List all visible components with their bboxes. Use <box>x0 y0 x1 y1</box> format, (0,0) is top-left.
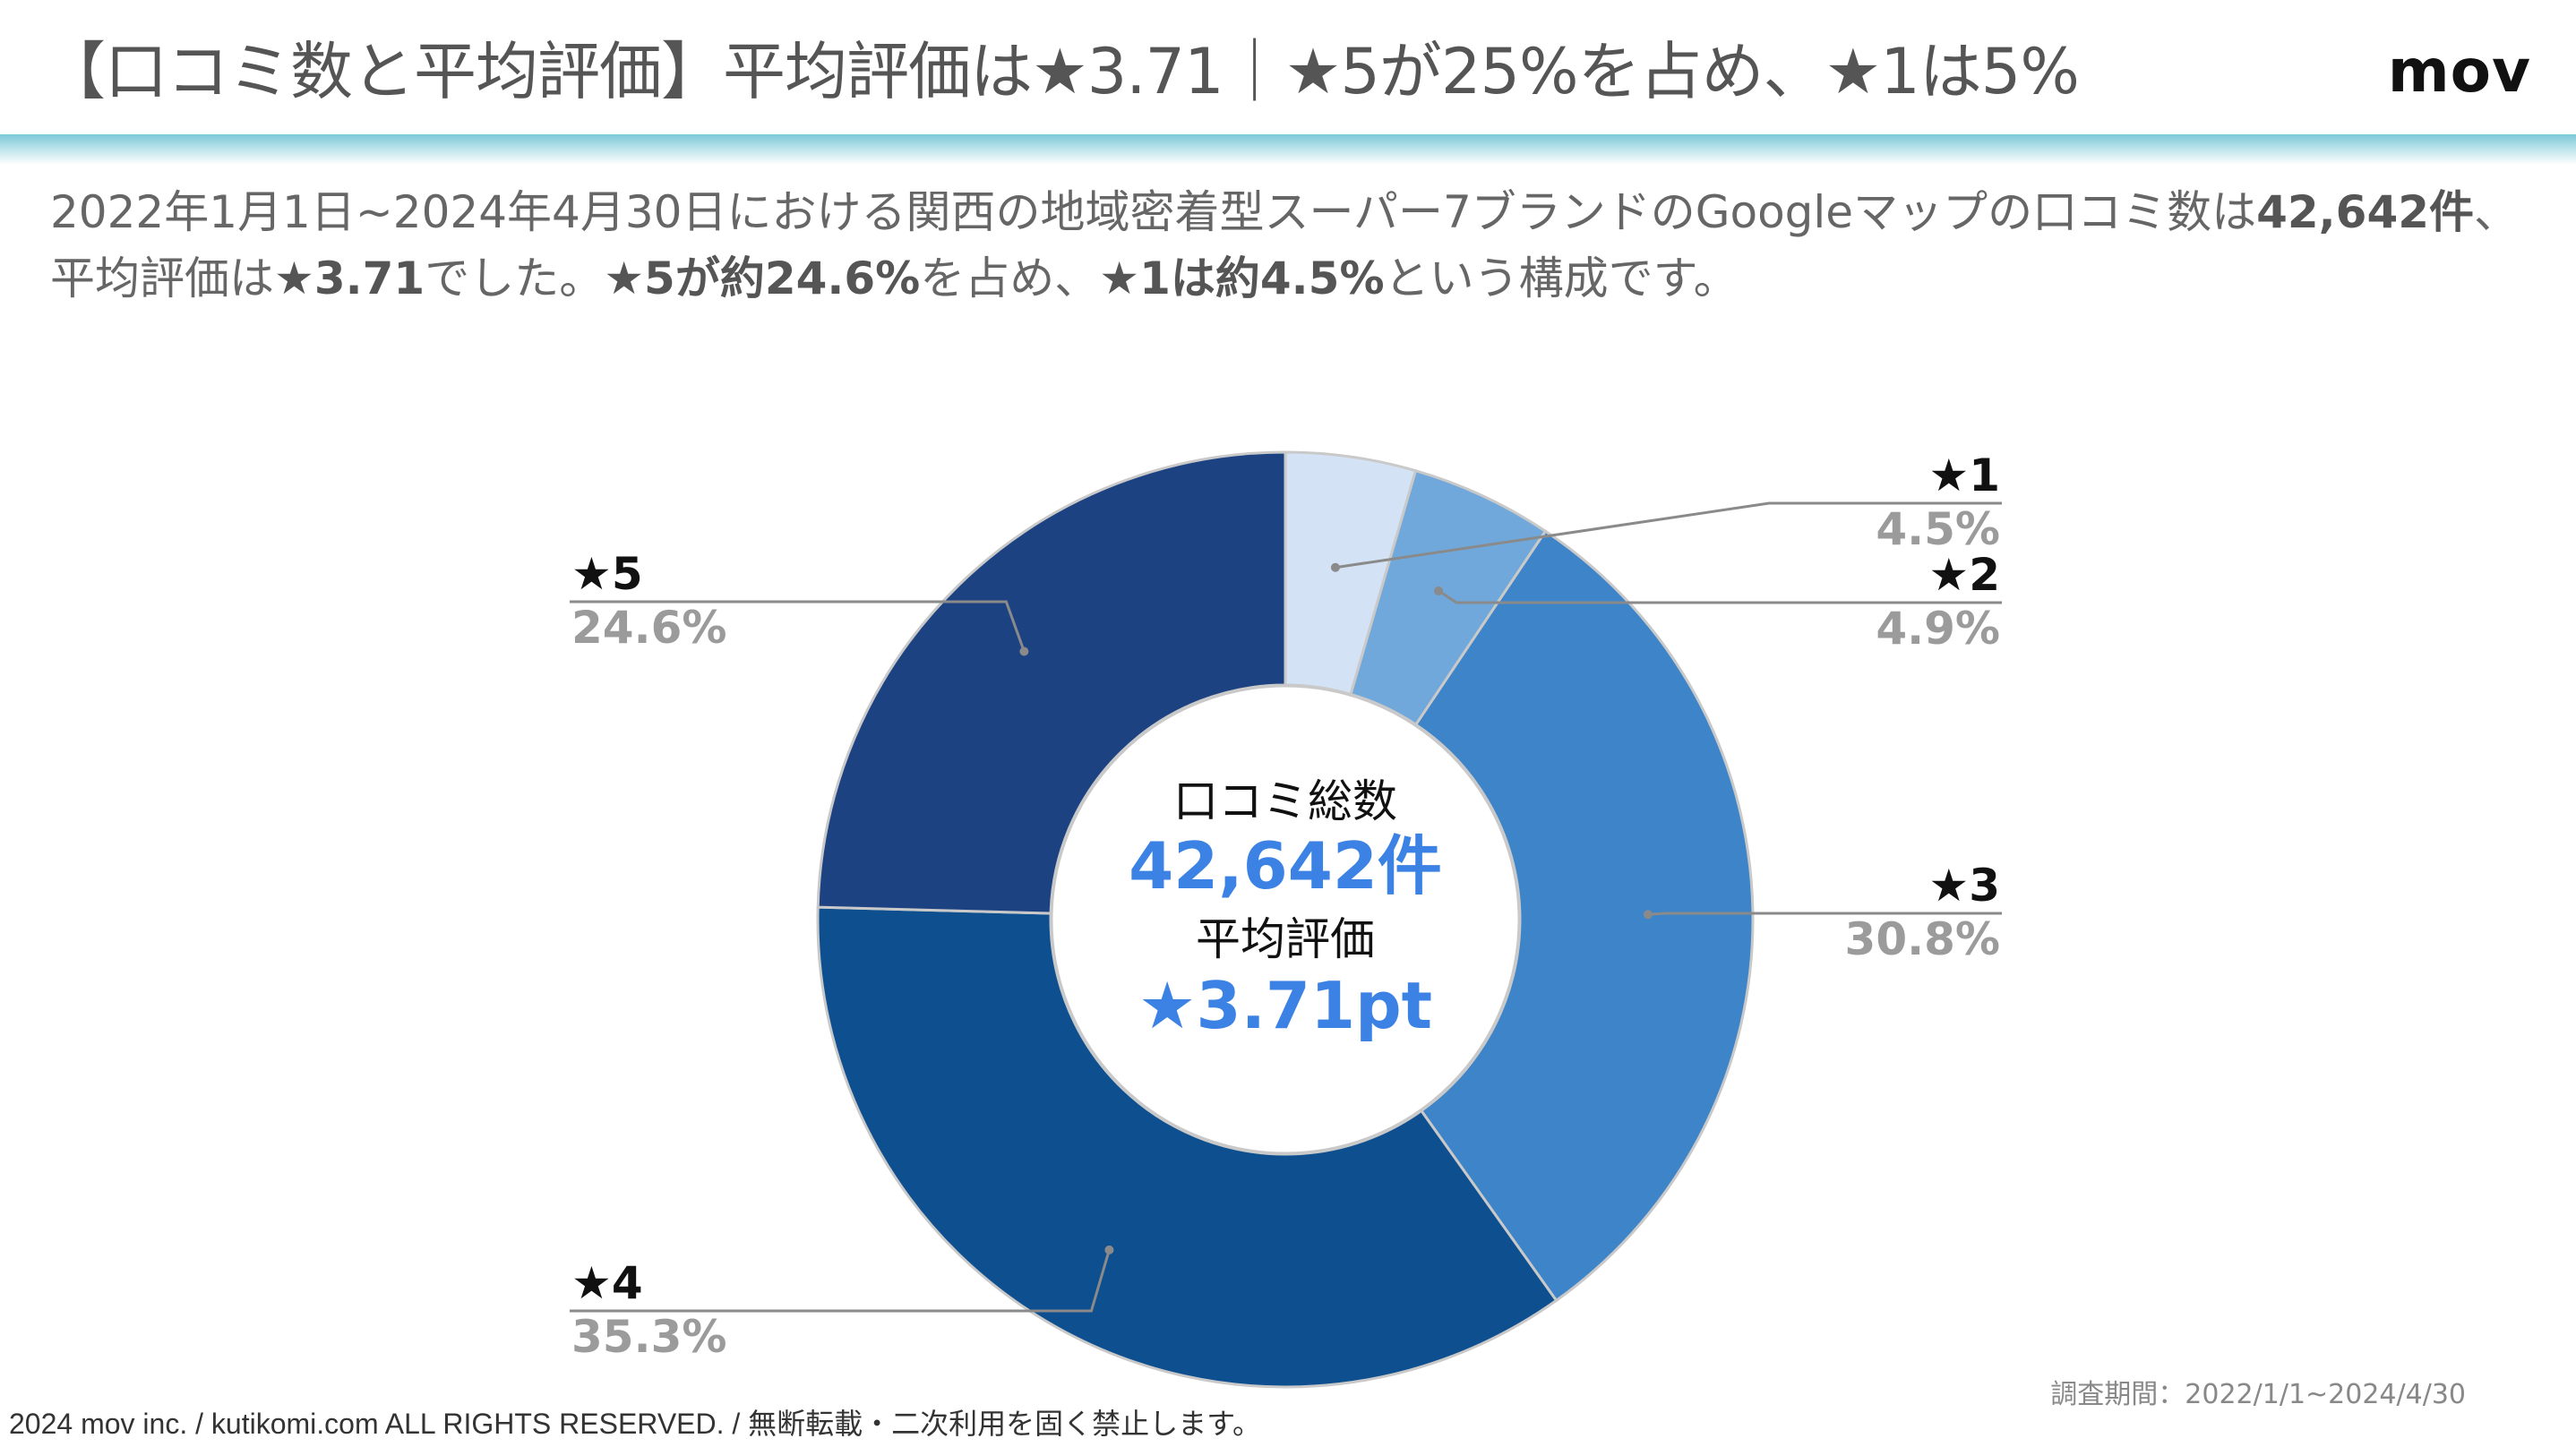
mov-logo[interactable]: mov <box>2387 37 2531 106</box>
category-label-star-3: ★3 <box>1928 860 2000 912</box>
desc-part-1: 2022年1月1日~2024年4月30日における関西の地域密着型スーパー7ブラン… <box>50 186 2257 238</box>
copyright-notice: 2024 mov inc. / kutikomi.com ALL RIGHTS … <box>9 1408 1261 1440</box>
desc-part-5: という構成です。 <box>1384 253 1739 304</box>
desc-part-4: を占め、 <box>920 253 1100 304</box>
desc-part-3: でした。 <box>425 253 605 304</box>
desc-bold-avg-rating: ★3.71 <box>274 253 425 304</box>
page-title: 【口コミ数と平均評価】平均評価は★3.71｜★5が25%を占め、★1は5% <box>43 35 2080 108</box>
description-text: 2022年1月1日~2024年4月30日における関西の地域密着型スーパー7ブラン… <box>50 179 2540 312</box>
center-total-value: 42,642件 <box>1129 828 1442 903</box>
value-label-star-4: 35.3% <box>571 1311 726 1363</box>
center-total-label: 口コミ総数 <box>1173 775 1397 827</box>
value-label-star-5: 24.6% <box>571 602 726 654</box>
leader-line-star-5 <box>570 600 1029 656</box>
category-label-star-4: ★4 <box>571 1257 643 1309</box>
desc-bold-five-star: ★5が約24.6% <box>604 253 921 304</box>
category-label-star-5: ★5 <box>571 548 643 600</box>
leader-line-star-2 <box>1434 586 2002 604</box>
leader-line-star-3 <box>1643 910 2002 920</box>
header: 【口コミ数と平均評価】平均評価は★3.71｜★5が25%を占め、★1は5% mo… <box>0 0 2576 134</box>
desc-bold-review-count: 42,642件 <box>2256 186 2475 238</box>
leader-line-star-4 <box>570 1245 1114 1313</box>
value-label-star-1: 4.5% <box>1876 503 2000 555</box>
donut-hole <box>1050 684 1521 1155</box>
value-label-star-2: 4.9% <box>1876 603 2000 655</box>
category-label-star-2: ★2 <box>1928 549 2000 601</box>
value-label-star-3: 30.8% <box>1845 913 2000 965</box>
center-avg-label: 平均評価 <box>1196 913 1375 965</box>
leader-line-star-1 <box>1330 501 2002 572</box>
desc-bold-one-star: ★1は約4.5% <box>1099 253 1385 304</box>
header-gradient-band <box>0 134 2576 165</box>
center-avg-value: ★3.71pt <box>1138 968 1432 1043</box>
category-label-star-1: ★1 <box>1928 450 2000 501</box>
survey-period: 調査期間：2022/1/1~2024/4/30 <box>2050 1379 2466 1410</box>
desc-part-2: 、平均評価は <box>50 186 2520 304</box>
